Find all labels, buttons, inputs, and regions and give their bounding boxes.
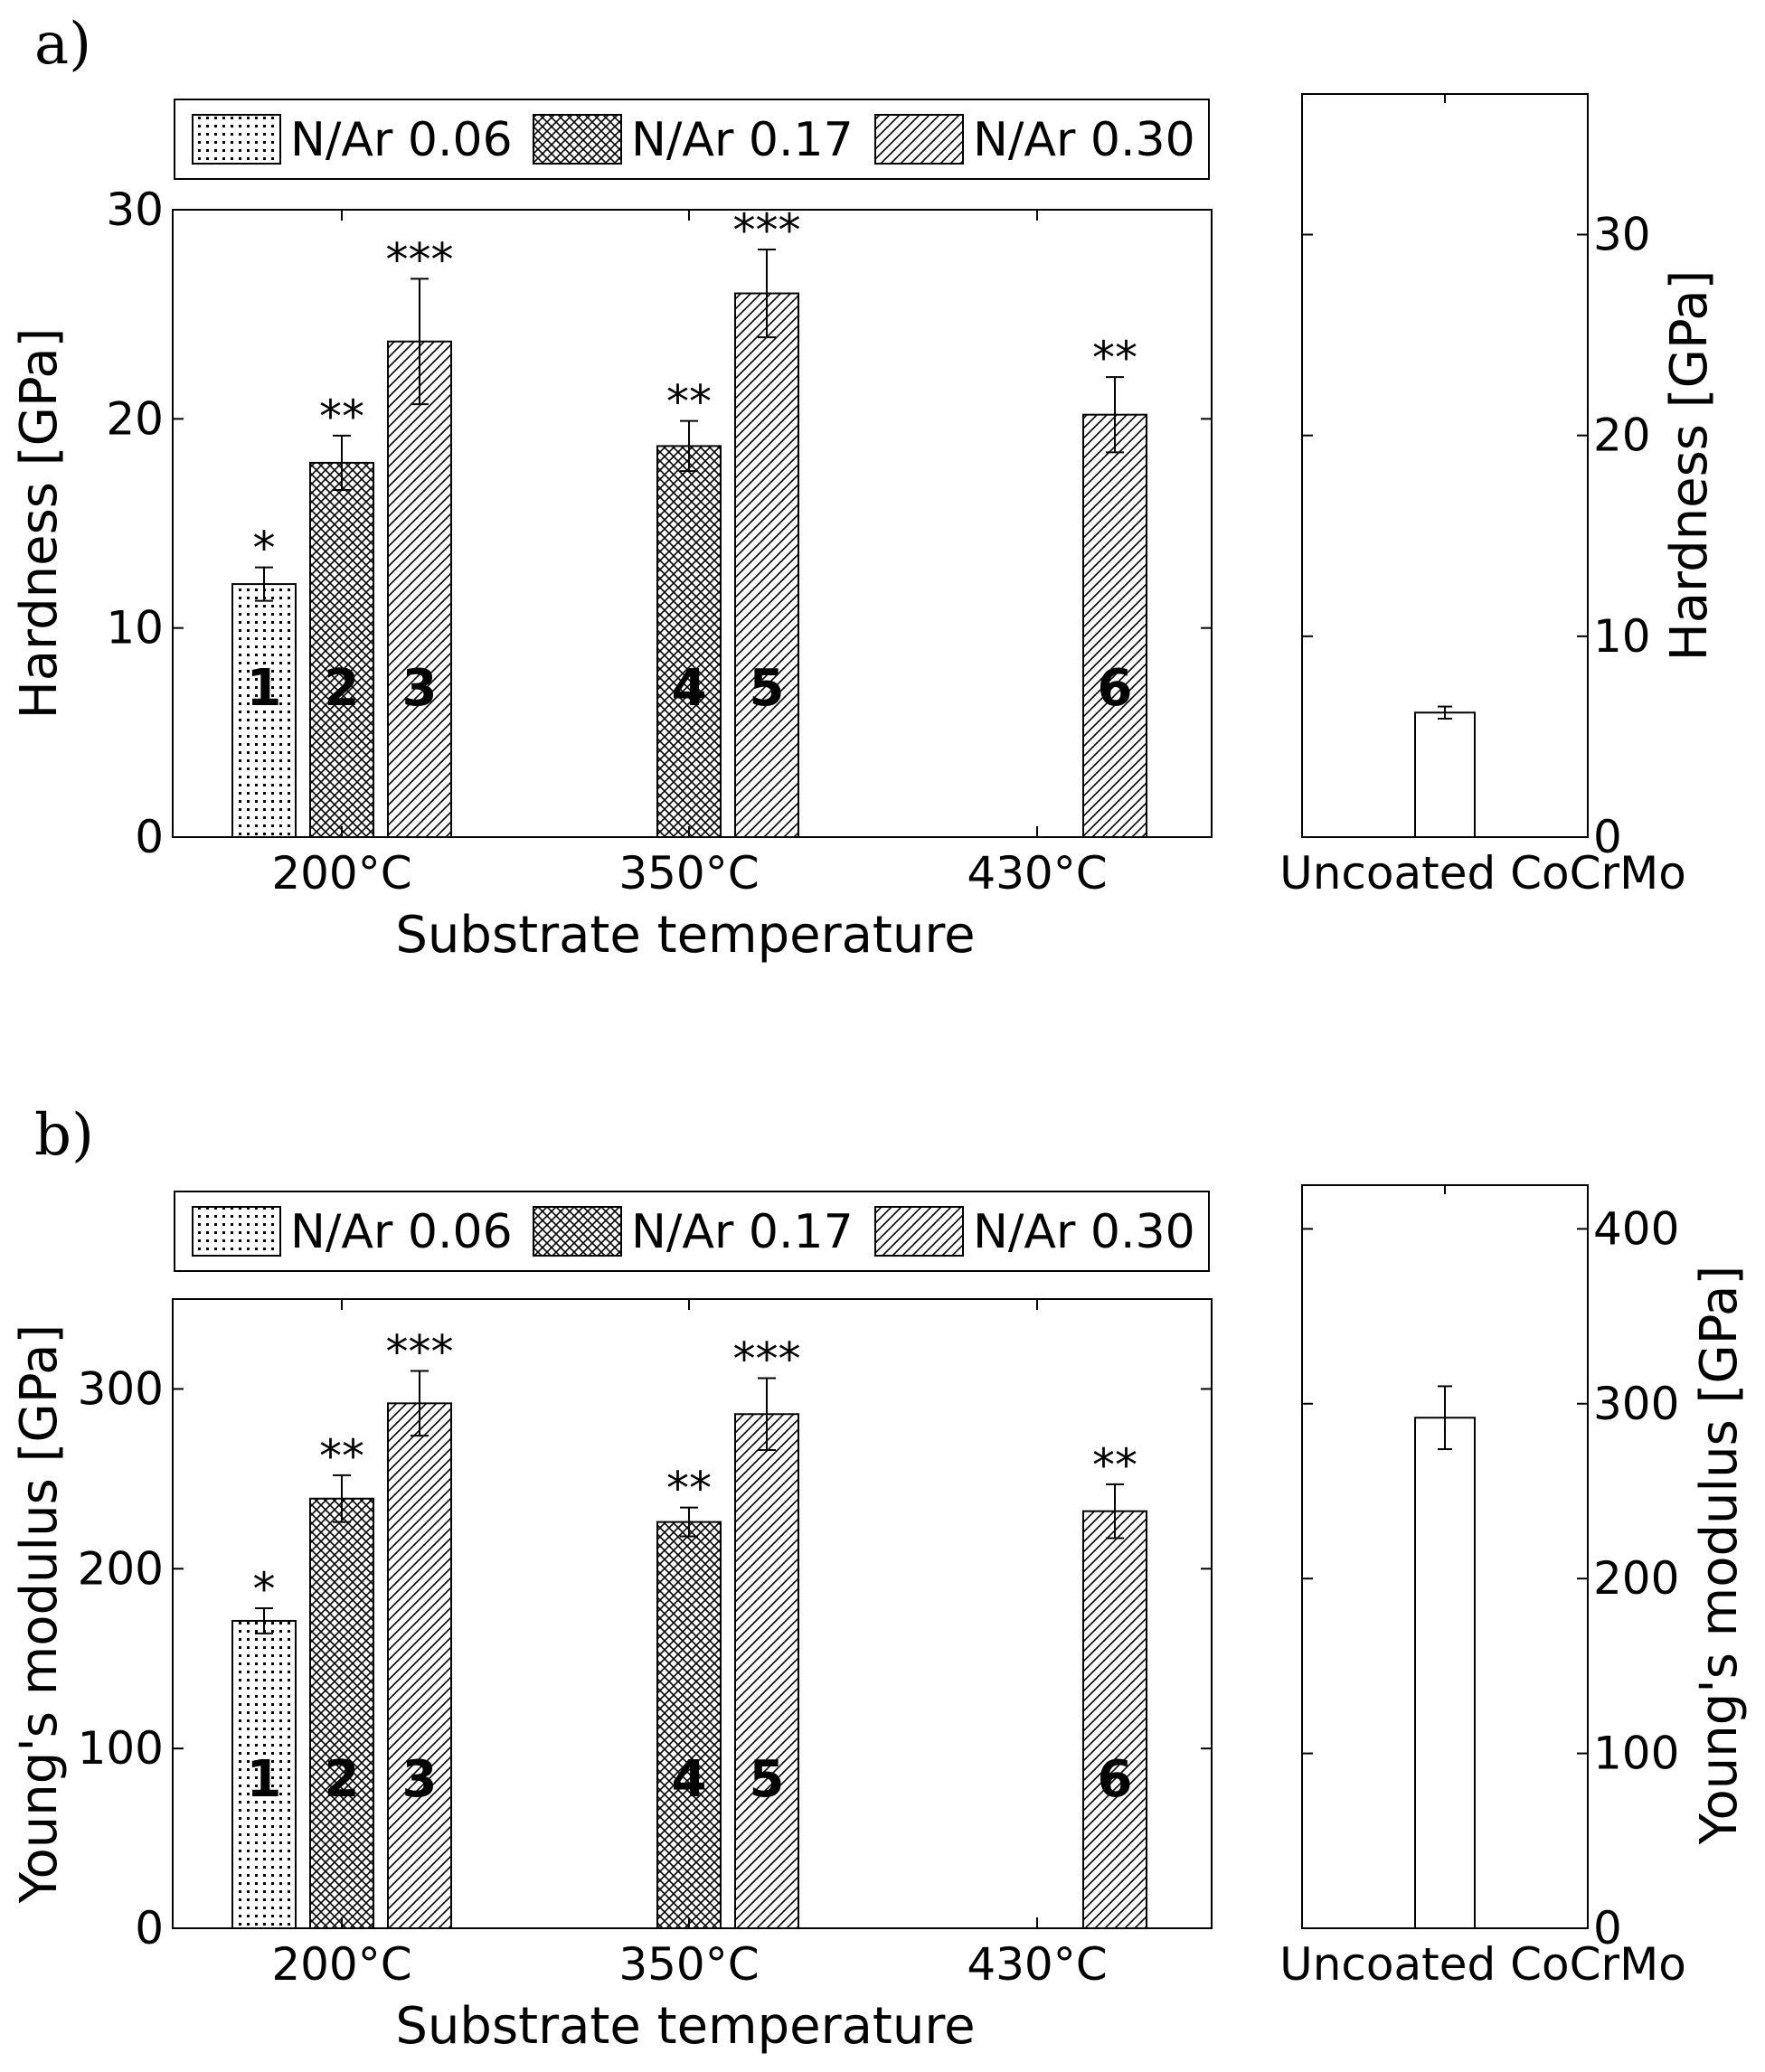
y-axis-title: Hardness [GPa] <box>10 328 69 720</box>
legend-swatch <box>874 114 964 165</box>
significance-marker: ** <box>1092 1439 1137 1492</box>
bar-number: 4 <box>672 659 707 718</box>
x-tick-label: 350°C <box>618 847 759 899</box>
reference-y-tick-label: 10 <box>1593 610 1651 663</box>
y-tick-label: 20 <box>106 392 164 445</box>
reference-y-tick-label: 200 <box>1593 1552 1679 1605</box>
bar-number: 5 <box>750 659 785 718</box>
legend-swatch <box>533 114 622 165</box>
bar-number: 1 <box>247 659 282 718</box>
y-tick-label: 300 <box>78 1362 164 1415</box>
x-tick-label: 430°C <box>967 1938 1107 1991</box>
legend-label: N/Ar 0.17 <box>631 113 854 167</box>
reference-x-label: Uncoated CoCrMo <box>1279 847 1686 899</box>
significance-marker: ** <box>319 1430 364 1483</box>
x-tick-label: 430°C <box>967 847 1107 899</box>
reference-y-axis-title: Young's modulus [GPa] <box>1690 1266 1749 1845</box>
legend-label: N/Ar 0.30 <box>973 1205 1195 1259</box>
reference-bar <box>1414 711 1476 838</box>
significance-marker: ** <box>319 391 364 443</box>
significance-marker: *** <box>733 1333 801 1385</box>
legend-swatch <box>874 1206 964 1257</box>
legend-label: N/Ar 0.30 <box>973 113 1195 167</box>
y-tick-label: 200 <box>78 1542 164 1595</box>
bar-number: 1 <box>247 1750 282 1809</box>
bar <box>734 292 799 838</box>
legend-label: N/Ar 0.06 <box>290 1205 513 1259</box>
reference-y-tick-label: 100 <box>1593 1728 1679 1780</box>
significance-marker: * <box>253 523 276 575</box>
bar <box>734 1413 799 1929</box>
reference-y-tick-label: 300 <box>1593 1378 1679 1430</box>
significance-marker: *** <box>733 204 801 257</box>
y-tick-label: 100 <box>78 1722 164 1775</box>
legend-label: N/Ar 0.17 <box>631 1205 854 1259</box>
bar <box>656 445 722 838</box>
bar-number: 5 <box>750 1750 785 1809</box>
y-tick-label: 10 <box>106 602 164 655</box>
reference-y-tick-label: 400 <box>1593 1202 1679 1255</box>
y-tick-label: 0 <box>135 811 164 863</box>
x-axis-title: Substrate temperature <box>395 906 975 965</box>
bar <box>309 461 374 838</box>
reference-bar <box>1414 1417 1476 1929</box>
significance-marker: ** <box>666 1463 712 1515</box>
reference-y-tick-label: 0 <box>1593 811 1622 863</box>
bar-number: 6 <box>1098 659 1133 718</box>
bar-number: 3 <box>402 659 438 718</box>
bar-number: 3 <box>402 1750 438 1809</box>
bar <box>1082 1510 1147 1930</box>
bar-number: 4 <box>672 1750 707 1809</box>
x-tick-label: 350°C <box>618 1938 759 1991</box>
x-tick-label: 200°C <box>271 1938 411 1991</box>
bar <box>1082 413 1147 838</box>
bar <box>387 340 452 838</box>
legend-box <box>174 1191 1210 1272</box>
reference-x-label: Uncoated CoCrMo <box>1279 1938 1686 1991</box>
significance-marker: ** <box>1092 332 1137 384</box>
bar-number: 6 <box>1098 1750 1133 1809</box>
reference-y-tick-label: 20 <box>1593 410 1651 462</box>
bar <box>387 1402 452 1929</box>
y-tick-label: 30 <box>106 184 164 236</box>
reference-y-axis-title: Hardness [GPa] <box>1660 270 1719 662</box>
bar <box>231 1619 297 1930</box>
bar <box>656 1521 722 1930</box>
legend-swatch <box>533 1206 622 1257</box>
bar <box>309 1497 374 1930</box>
legend-box <box>174 99 1210 180</box>
significance-marker: ** <box>666 376 712 429</box>
bar-number: 2 <box>325 1750 360 1809</box>
reference-y-tick-label: 0 <box>1593 1902 1622 1954</box>
y-tick-label: 0 <box>135 1902 164 1954</box>
reference-y-tick-label: 30 <box>1593 209 1651 261</box>
panel-label: a) <box>34 11 91 78</box>
panel-label: b) <box>34 1102 94 1169</box>
legend-label: N/Ar 0.06 <box>290 113 513 167</box>
significance-marker: *** <box>386 233 454 286</box>
bar-number: 2 <box>325 659 360 718</box>
legend-swatch <box>192 1206 281 1257</box>
x-tick-label: 200°C <box>271 847 411 899</box>
bar <box>231 583 297 838</box>
significance-marker: *** <box>386 1326 454 1379</box>
legend-swatch <box>192 114 281 165</box>
significance-marker: * <box>253 1563 276 1615</box>
y-axis-title: Young's modulus [GPa] <box>10 1324 69 1904</box>
x-axis-title: Substrate temperature <box>395 1997 975 2056</box>
